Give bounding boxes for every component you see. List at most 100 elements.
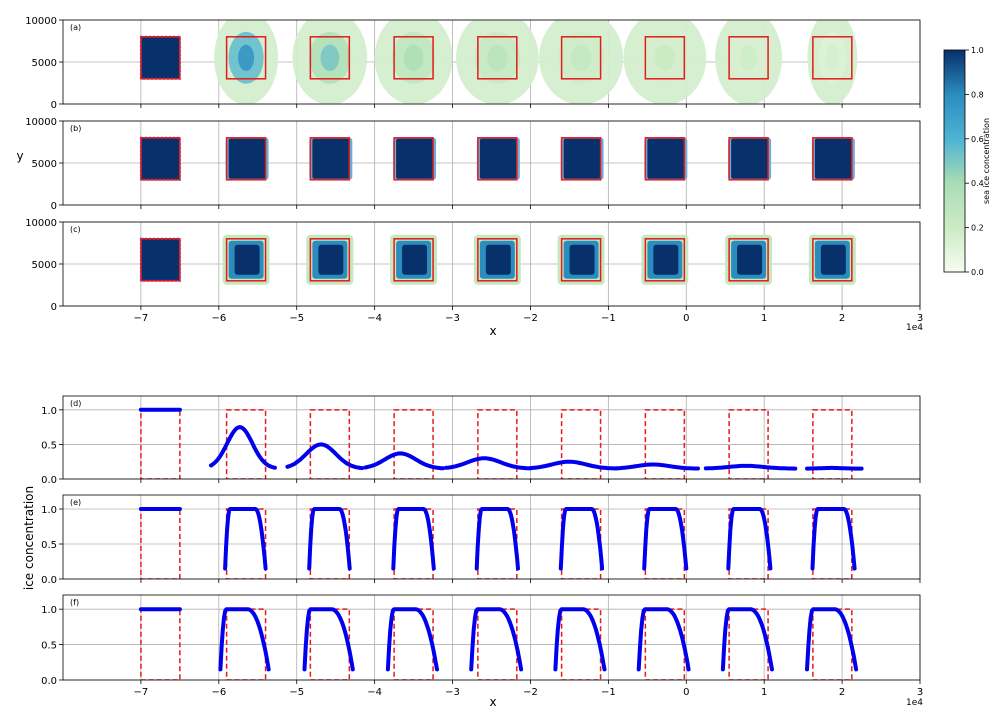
x-tick-label: 2 bbox=[839, 687, 845, 698]
x-tick-label: −5 bbox=[289, 687, 304, 698]
panel-content bbox=[138, 607, 859, 680]
box-outline bbox=[140, 137, 181, 181]
panel-content bbox=[138, 507, 857, 579]
x-tick-label: −1 bbox=[601, 313, 616, 324]
y-tick-label: 10000 bbox=[25, 218, 57, 229]
ice-core bbox=[318, 244, 344, 275]
ice-spread-core bbox=[320, 44, 340, 71]
box-outline bbox=[393, 137, 434, 181]
ice-core bbox=[563, 138, 601, 179]
y-tick-label: 1.0 bbox=[41, 406, 57, 417]
concentration-profile bbox=[474, 507, 520, 571]
box-outline bbox=[393, 36, 434, 80]
map-ylabel: y bbox=[16, 149, 23, 163]
x-tick-label: −7 bbox=[134, 313, 149, 324]
concentration-profile bbox=[469, 607, 524, 672]
box-outline bbox=[728, 137, 769, 181]
y-tick-label: 0.5 bbox=[41, 540, 57, 551]
box-outline bbox=[560, 137, 602, 181]
x-tick-label: −3 bbox=[445, 687, 460, 698]
concentration-profile bbox=[703, 463, 798, 471]
panel-frame bbox=[62, 494, 921, 580]
ice-core bbox=[814, 138, 852, 179]
y-tick-label: 0 bbox=[51, 201, 57, 212]
x-tick-label: −1 bbox=[601, 687, 616, 698]
concentration-profile bbox=[720, 607, 774, 672]
y-tick-label: 1.0 bbox=[41, 505, 57, 516]
x-tick-label: 3 bbox=[917, 313, 923, 324]
profile-xlabel: x bbox=[489, 695, 496, 707]
box-outline bbox=[644, 36, 686, 80]
box-outline-dashed bbox=[225, 409, 267, 479]
box-outline-dashed bbox=[644, 409, 686, 479]
box-outline bbox=[728, 36, 769, 80]
y-tick-label: 10000 bbox=[25, 117, 57, 128]
concentration-profile bbox=[444, 456, 533, 471]
y-tick-label: 0 bbox=[51, 302, 57, 313]
panel-label: (f) bbox=[70, 598, 79, 607]
ice-core bbox=[731, 138, 769, 179]
concentration-profile bbox=[363, 451, 446, 471]
box-outline bbox=[644, 137, 686, 181]
concentration-profile bbox=[636, 607, 691, 672]
y-tick-label: 0.0 bbox=[41, 475, 57, 486]
box-outline bbox=[140, 238, 181, 282]
ice-spread-core bbox=[740, 44, 757, 71]
box-outline bbox=[309, 238, 351, 282]
y-tick-label: 0.5 bbox=[41, 641, 57, 652]
colorbar-gradient bbox=[943, 49, 966, 273]
x-tick-label: −2 bbox=[523, 687, 538, 698]
colorbar-tick-label: 0.6 bbox=[971, 135, 984, 144]
concentration-profile bbox=[614, 462, 700, 471]
ice-core bbox=[569, 244, 595, 275]
box-outline bbox=[644, 238, 686, 282]
y-tick-label: 10000 bbox=[25, 16, 57, 27]
panel-label: (c) bbox=[70, 225, 81, 234]
concentration-profile bbox=[558, 507, 605, 571]
panel-e: (e) 0.0 0.5 1.0 bbox=[41, 494, 921, 586]
box-outline-dashed bbox=[812, 409, 853, 479]
ice-patch-initial bbox=[139, 35, 181, 80]
box-outline-dashed bbox=[477, 409, 518, 479]
ice-core bbox=[653, 244, 679, 275]
panel-frame bbox=[62, 594, 921, 681]
ice-core bbox=[820, 244, 846, 275]
x-tick-label: 3 bbox=[917, 687, 923, 698]
x-tick-label: 2 bbox=[839, 313, 845, 324]
concentration-profile bbox=[805, 465, 864, 471]
x-tick-label: −7 bbox=[134, 687, 149, 698]
box-outline bbox=[728, 238, 769, 282]
y-tick-label: 0.0 bbox=[41, 575, 57, 586]
ice-patch-initial bbox=[139, 237, 181, 282]
box-outline-dashed bbox=[309, 409, 351, 479]
ice-core bbox=[479, 138, 517, 179]
ice-core bbox=[396, 138, 434, 179]
x-tick-label: 0 bbox=[683, 313, 689, 324]
colorbar-tick-label: 0.8 bbox=[971, 90, 984, 99]
profile-offset-label: 1e4 bbox=[906, 698, 923, 707]
y-tick-label: 5000 bbox=[32, 159, 57, 170]
x-tick-label: 1 bbox=[761, 313, 767, 324]
y-tick-label: 1.0 bbox=[41, 605, 57, 616]
ice-core bbox=[485, 244, 511, 275]
box-outline bbox=[560, 238, 602, 282]
x-tick-label: −3 bbox=[445, 313, 460, 324]
concentration-profile bbox=[805, 607, 859, 672]
x-tick-label: 1 bbox=[761, 687, 767, 698]
ice-core bbox=[234, 244, 260, 275]
map-offset-label: 1e4 bbox=[906, 323, 923, 333]
ice-core bbox=[647, 138, 685, 179]
box-outline bbox=[560, 36, 602, 80]
panel-content bbox=[139, 234, 856, 285]
concentration-profile bbox=[553, 607, 607, 672]
panel-label: (d) bbox=[70, 399, 81, 408]
panel-content bbox=[139, 136, 855, 181]
panel-label: (a) bbox=[70, 23, 81, 32]
box-outline bbox=[225, 238, 267, 282]
ice-spread-core bbox=[654, 44, 676, 71]
x-tick-label: −6 bbox=[211, 313, 226, 324]
y-tick-label: 0 bbox=[51, 100, 57, 111]
box-outline bbox=[309, 36, 351, 80]
panel-label: (e) bbox=[70, 498, 81, 507]
